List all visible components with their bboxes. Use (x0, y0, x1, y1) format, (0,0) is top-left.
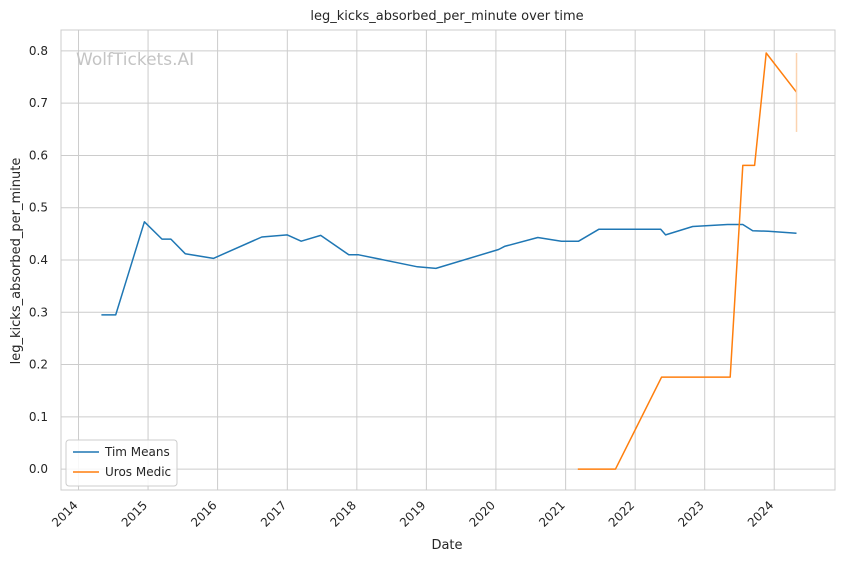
y-tick-label-0.8: 0.8 (29, 44, 48, 58)
grid-lines (61, 30, 835, 490)
x-axis-label: Date (431, 538, 462, 553)
chart-title: leg_kicks_absorbed_per_minute over time (310, 9, 583, 24)
y-axis-ticks: 0.0 0.1 0.2 0.3 0.4 0.5 0.6 0.7 0.8 (29, 44, 48, 476)
y-tick-label-0.2: 0.2 (29, 358, 48, 372)
y-tick-label-0.5: 0.5 (29, 201, 48, 215)
y-axis-label: leg_kicks_absorbed_per_minute (9, 158, 24, 365)
y-tick-label-0.3: 0.3 (29, 305, 48, 319)
series-lines (101, 52, 798, 470)
legend-label-tim-means: Tim Means (104, 445, 170, 459)
y-tick-label-0.1: 0.1 (29, 410, 48, 424)
y-tick-label-0.7: 0.7 (29, 96, 48, 110)
y-tick-label-0.4: 0.4 (29, 253, 48, 267)
y-tick-label-0.6: 0.6 (29, 148, 48, 162)
watermark: WolfTickets.AI (76, 50, 194, 70)
series-line-tim-means (101, 221, 797, 316)
legend: Tim Means Uros Medic (65, 439, 178, 487)
legend-label-uros-medic: Uros Medic (105, 465, 171, 479)
series-line-uros-medic (577, 52, 798, 470)
y-tick-label-0.0: 0.0 (29, 462, 48, 476)
